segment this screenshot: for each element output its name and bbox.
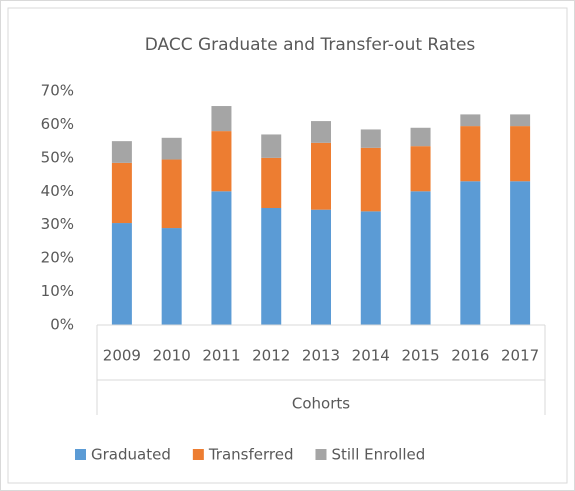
legend-swatch [315, 449, 327, 460]
legend-swatch [192, 449, 204, 460]
y-tick-label: 60% [41, 115, 74, 133]
bar-segment [161, 159, 182, 229]
x-tick-label: 2011 [202, 347, 240, 365]
x-tick-label: 2012 [252, 347, 290, 365]
y-tick-label: 20% [41, 249, 74, 267]
y-tick-label: 10% [41, 282, 74, 300]
bar-segment [510, 114, 531, 127]
bar-segment [460, 114, 481, 127]
x-tick-label: 2017 [501, 347, 539, 365]
bar-segment [261, 134, 282, 158]
bar-segment [211, 191, 232, 325]
y-tick-label: 50% [41, 148, 74, 166]
legend-swatch [75, 449, 86, 460]
bar-segment [460, 126, 481, 182]
bar-segment [161, 228, 182, 325]
bar-segment [360, 129, 381, 148]
bar-segment [510, 126, 531, 182]
x-tick-label: 2015 [401, 347, 439, 365]
bar-segment [311, 142, 331, 210]
bar-segment [360, 211, 381, 325]
chart-area [7, 7, 568, 484]
y-tick-label: 0% [50, 316, 74, 334]
bar-segment [460, 181, 481, 325]
x-tick-label: 2009 [103, 347, 141, 365]
bar-segment [211, 131, 232, 192]
legend-label: Graduated [91, 446, 171, 464]
x-tick-label: 2010 [153, 347, 191, 365]
chart-title: DACC Graduate and Transfer-out Rates [145, 35, 476, 55]
bar-segment [161, 137, 182, 160]
legend-label: Transferred [208, 446, 294, 464]
bar-segment [410, 146, 431, 192]
bar-segment [111, 141, 132, 163]
bar-segment [211, 106, 232, 132]
y-tick-label: 30% [41, 215, 74, 233]
y-tick-label: 40% [41, 182, 74, 200]
x-axis-title: Cohorts [292, 395, 350, 413]
legend-label: Still Enrolled [331, 446, 425, 464]
bar-segment [311, 209, 331, 325]
bar-segment [261, 157, 282, 208]
bar-segment [410, 127, 431, 147]
y-tick-label: 70% [41, 82, 74, 100]
x-tick-label: 2013 [302, 347, 340, 365]
bar-segment [360, 147, 381, 212]
bar-segment [111, 223, 132, 325]
bar-segment [261, 208, 282, 325]
bar-segment [111, 162, 132, 224]
bar-segment [311, 121, 331, 143]
bar-segment [410, 191, 431, 325]
x-tick-label: 2016 [451, 347, 489, 365]
bar-segment [510, 181, 531, 325]
x-tick-label: 2014 [352, 347, 390, 365]
